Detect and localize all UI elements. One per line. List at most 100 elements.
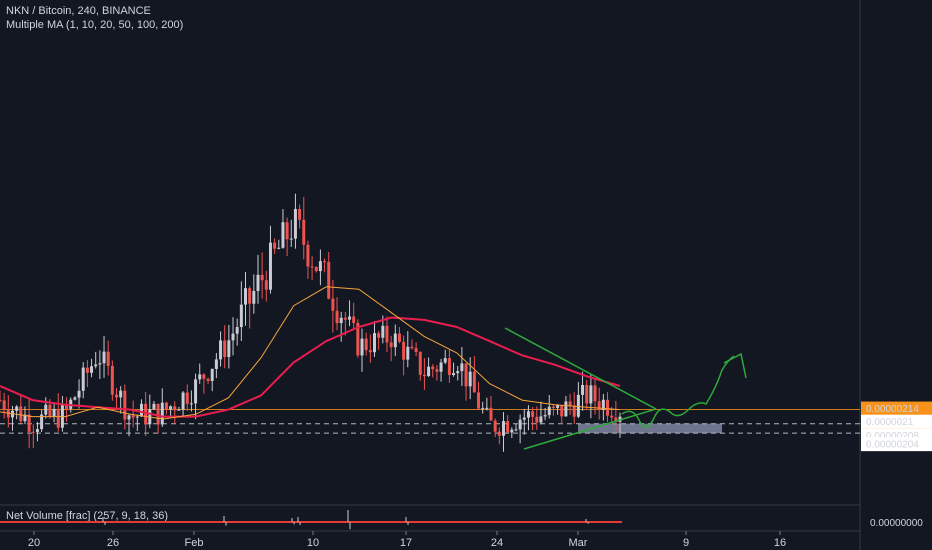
candle-body [27, 414, 31, 432]
candle-body [377, 333, 381, 338]
candle-body [464, 363, 468, 387]
time-tick-label: Mar [569, 537, 588, 549]
candle-body [123, 390, 127, 420]
candle-body [443, 358, 447, 363]
candle-body [514, 429, 518, 431]
candle-body [248, 288, 252, 304]
candle-body [2, 400, 6, 411]
candle-body [531, 411, 535, 417]
moving-averages [0, 286, 621, 420]
candle-body [606, 399, 610, 416]
candle-body [56, 408, 60, 428]
candle-body [106, 351, 110, 367]
candle-body [343, 317, 347, 320]
candle-body [481, 408, 485, 410]
candle-body [65, 404, 69, 409]
candle-body [210, 368, 214, 381]
candle-body [73, 397, 77, 400]
candle-body [244, 288, 248, 305]
candle-body [593, 385, 597, 402]
volume-pane: 0.00000000 [0, 510, 923, 530]
candle-body [414, 348, 418, 353]
candle-body [564, 401, 568, 417]
support-zone [0, 409, 860, 434]
candle-body [435, 369, 439, 372]
candle-body [298, 208, 302, 220]
upper-trendline [504, 327, 657, 410]
current-price-label-bg [861, 401, 932, 416]
level-label-a: 0.0000021 [866, 417, 914, 428]
candle-body [139, 403, 143, 417]
candle-body [19, 406, 23, 422]
candle-body [185, 392, 189, 404]
candle-body [15, 406, 19, 411]
candle-body [381, 325, 385, 338]
candle-body [273, 242, 277, 249]
time-tick-label: 16 [774, 537, 786, 549]
time-tick-label: 10 [307, 537, 319, 549]
projection-arrowhead [723, 352, 747, 379]
candle-body [327, 261, 331, 299]
candle-body [402, 341, 406, 360]
candle-body [239, 304, 243, 328]
projection-path [621, 355, 735, 428]
candle-body [406, 346, 410, 360]
price-axis[interactable]: 0.000003800.000003700.000003600.00000350… [860, 0, 932, 452]
candle-body [568, 401, 572, 406]
candle-body [556, 405, 560, 408]
candle-body [260, 274, 264, 281]
candle-body [306, 244, 310, 267]
candle-body [90, 366, 94, 373]
candle-body [460, 363, 464, 372]
candle-body [169, 406, 173, 410]
candle-body [489, 407, 493, 421]
candle-body [181, 392, 185, 410]
candle-body [119, 390, 123, 398]
candle-body [323, 261, 327, 263]
time-tick-label: 26 [107, 537, 119, 549]
ma-fast-line [0, 286, 621, 420]
candle-body [44, 404, 48, 415]
candle-body [310, 266, 314, 268]
candle-body [393, 333, 397, 348]
candle-body [410, 346, 414, 349]
candle-body [31, 431, 35, 433]
candle-body [572, 405, 576, 417]
candle-body [497, 431, 501, 436]
candle-body [468, 371, 472, 387]
candle-body [115, 394, 119, 398]
time-tick-label: 20 [28, 537, 40, 549]
candle-body [335, 310, 339, 324]
time-axis[interactable]: 20 26 Feb 10 17 24 Mar 9 16 [28, 531, 786, 549]
candle-body [264, 280, 268, 290]
candle-body [198, 374, 202, 380]
candle-body [293, 208, 297, 239]
time-tick-label: Feb [185, 537, 204, 549]
candle-body [202, 374, 206, 379]
drawings [504, 327, 747, 450]
candle-body [102, 351, 106, 364]
chart-legend[interactable]: NKN / Bitcoin, 240, BINANCE Multiple MA … [6, 4, 183, 32]
candle-body [452, 373, 456, 376]
candle-body [223, 340, 227, 357]
candle-body [477, 392, 481, 409]
candle-body [547, 406, 551, 416]
candle-body [372, 333, 376, 353]
candle-body [6, 410, 10, 418]
candle-body [472, 371, 476, 393]
candle-body [522, 417, 526, 420]
candle-body [581, 384, 585, 395]
candle-body [60, 404, 64, 428]
candle-body [110, 366, 114, 395]
candle-body [135, 416, 139, 418]
candle-body [48, 404, 52, 417]
candle-body [173, 406, 177, 411]
ma-slow-line [0, 316, 621, 418]
lower-trendline [523, 408, 657, 450]
candle-body [431, 366, 435, 370]
candle-body [356, 322, 360, 356]
candle-body [144, 403, 148, 425]
candle-body [485, 407, 489, 409]
candle-body [252, 291, 256, 304]
